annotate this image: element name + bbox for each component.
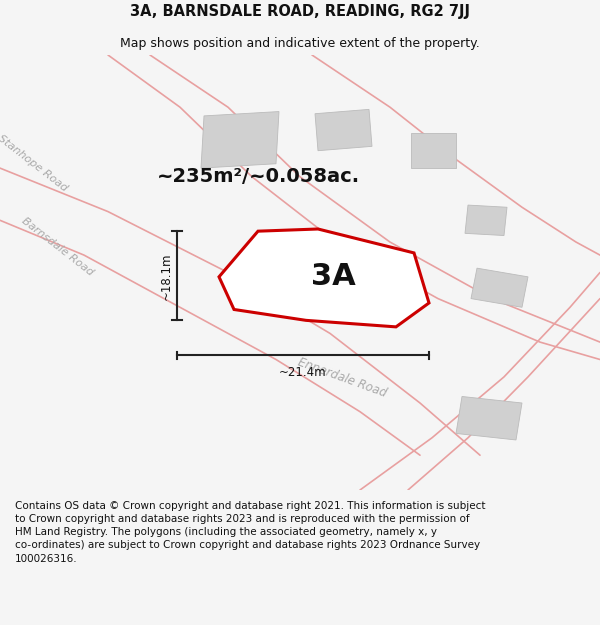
- Text: Ennerdale Road: Ennerdale Road: [296, 356, 388, 400]
- Polygon shape: [465, 205, 507, 236]
- Polygon shape: [315, 109, 372, 151]
- Text: Stanhope Road: Stanhope Road: [0, 134, 70, 194]
- Text: 3A: 3A: [311, 262, 356, 291]
- Text: ~21.4m: ~21.4m: [279, 366, 327, 379]
- Polygon shape: [219, 229, 429, 327]
- Text: ~18.1m: ~18.1m: [160, 252, 173, 299]
- Polygon shape: [456, 396, 522, 440]
- Polygon shape: [471, 268, 528, 308]
- Text: ~235m²/~0.058ac.: ~235m²/~0.058ac.: [157, 168, 359, 186]
- Text: 3A, BARNSDALE ROAD, READING, RG2 7JJ: 3A, BARNSDALE ROAD, READING, RG2 7JJ: [130, 4, 470, 19]
- Polygon shape: [201, 111, 279, 168]
- Text: Barnsdale Road: Barnsdale Road: [19, 216, 95, 278]
- Text: Map shows position and indicative extent of the property.: Map shows position and indicative extent…: [120, 38, 480, 51]
- Text: Contains OS data © Crown copyright and database right 2021. This information is : Contains OS data © Crown copyright and d…: [15, 501, 485, 564]
- Polygon shape: [411, 133, 456, 168]
